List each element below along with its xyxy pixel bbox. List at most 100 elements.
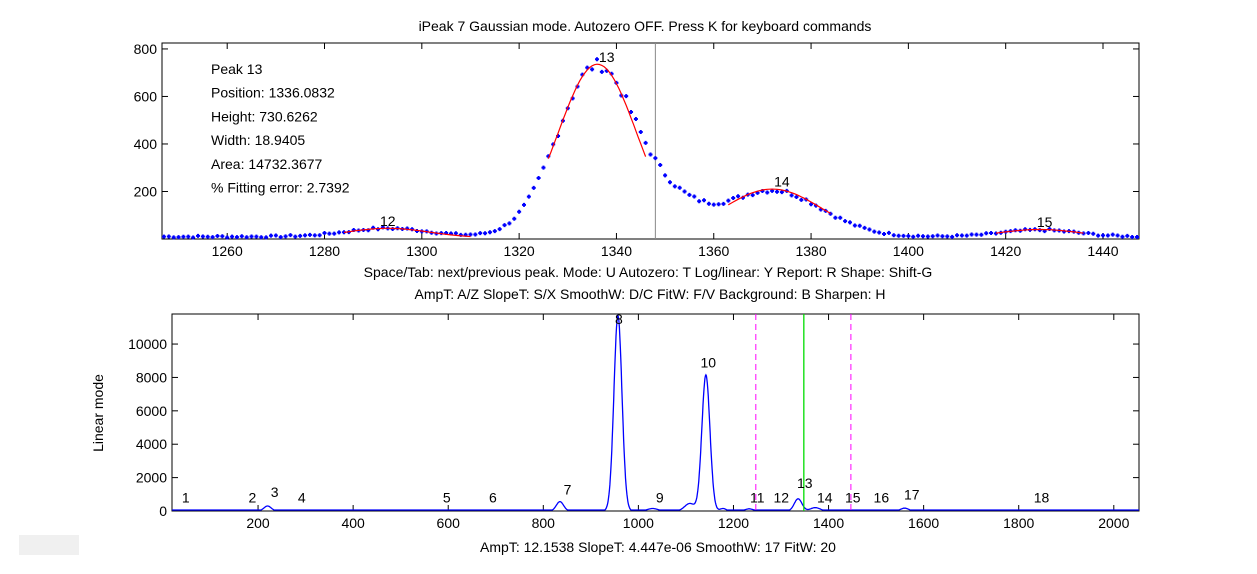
peak-label: 12 (774, 490, 790, 506)
data-point (453, 231, 458, 236)
data-point (672, 184, 677, 189)
data-point (507, 221, 512, 226)
x-tick-label: 1440 (1087, 243, 1118, 259)
data-point (337, 230, 342, 235)
data-point (176, 235, 181, 240)
data-point (789, 193, 794, 198)
x-tick-label: 1260 (212, 243, 243, 259)
x-tick-label: 1280 (309, 243, 340, 259)
figure-title: iPeak 7 Gaussian mode. Autozero OFF. Pre… (419, 18, 872, 34)
data-point (775, 189, 780, 194)
peak-label: 1 (182, 490, 190, 506)
data-point (886, 230, 891, 235)
data-point (594, 57, 599, 62)
data-point (731, 195, 736, 200)
data-point (239, 234, 244, 239)
data-point (979, 232, 984, 237)
peak-label: 10 (700, 354, 716, 370)
y-axis-label: Linear mode (90, 374, 106, 452)
data-point (1091, 231, 1096, 236)
data-point (794, 195, 799, 200)
data-point (288, 233, 293, 238)
data-point (585, 65, 590, 70)
data-point (969, 232, 974, 237)
x-tick-label: 800 (532, 515, 556, 531)
data-point (1110, 232, 1115, 237)
peak-label: 9 (656, 490, 664, 506)
peak-label: 15 (845, 490, 861, 506)
x-tick-label: 1360 (698, 243, 729, 259)
data-point (706, 201, 711, 206)
peak-label: 14 (817, 490, 833, 506)
y-tick-label: 400 (134, 136, 158, 152)
data-point (779, 190, 784, 195)
data-point (298, 233, 303, 238)
y-tick-label: 0 (159, 503, 167, 519)
data-point (653, 156, 658, 161)
data-point (711, 202, 716, 207)
peak-label: 16 (874, 490, 890, 506)
data-point (828, 211, 833, 216)
x-tick-label: 1600 (908, 515, 939, 531)
data-point (259, 235, 264, 240)
data-point (964, 233, 969, 238)
peak-label: 15 (1037, 214, 1053, 230)
data-point (322, 230, 327, 235)
y-tick-label: 2000 (136, 470, 167, 486)
zoomed-view-axes[interactable]: 1260 1280 1300 1320 1340 1360 1380 1400 1420 1440… (134, 41, 1140, 259)
data-point (799, 197, 804, 202)
data-point (186, 234, 191, 239)
x-tick-label: 1340 (601, 243, 632, 259)
data-point (765, 190, 770, 195)
data-point (1100, 233, 1105, 238)
data-point (210, 235, 215, 240)
full-signal-axes[interactable]: 200 400 600 800 1000 1200 1400 1600 1800 2000 0 200… (90, 311, 1140, 531)
data-point (181, 234, 186, 239)
data-point (872, 229, 877, 234)
data-point (497, 227, 502, 232)
data-point (161, 234, 166, 239)
peak-label: 7 (564, 481, 572, 497)
data-point (716, 202, 721, 207)
data-point (648, 152, 653, 157)
data-point (244, 235, 249, 240)
data-point (721, 201, 726, 206)
data-point (517, 209, 522, 214)
data-point (191, 235, 196, 240)
peak-label: 3 (271, 484, 279, 500)
data-point (332, 231, 337, 236)
data-point (234, 235, 239, 240)
data-point (838, 215, 843, 220)
data-point (1023, 227, 1028, 232)
data-point (249, 234, 254, 239)
data-point (473, 232, 478, 237)
peak-label: 17 (904, 486, 920, 502)
data-point (303, 233, 308, 238)
x-tick-label: 1320 (504, 243, 535, 259)
data-point (916, 233, 921, 238)
data-point (293, 234, 298, 239)
signal-line (172, 313, 1139, 511)
peak-label: 2 (248, 490, 256, 506)
peak-info-line: Area: 14732.3677 (211, 156, 323, 172)
x-tick-label: 200 (246, 515, 270, 531)
figure-control-placeholder (19, 535, 79, 555)
data-point (682, 189, 687, 194)
data-point (273, 233, 278, 238)
data-point (1105, 233, 1110, 238)
plot-area (161, 42, 1140, 240)
plot-area (171, 313, 1140, 512)
data-point (877, 230, 882, 235)
data-point (911, 234, 916, 239)
x-tick-label: 1000 (623, 515, 654, 531)
data-point (1037, 228, 1042, 233)
fit-curve-peak-15 (995, 228, 1084, 234)
x-tick-label: 600 (437, 515, 461, 531)
data-point (891, 233, 896, 238)
peak-info-line: Height: 730.6262 (211, 108, 318, 124)
data-point (896, 233, 901, 238)
data-point (989, 230, 994, 235)
data-point (220, 234, 225, 239)
y-tick-label: 8000 (136, 369, 167, 385)
